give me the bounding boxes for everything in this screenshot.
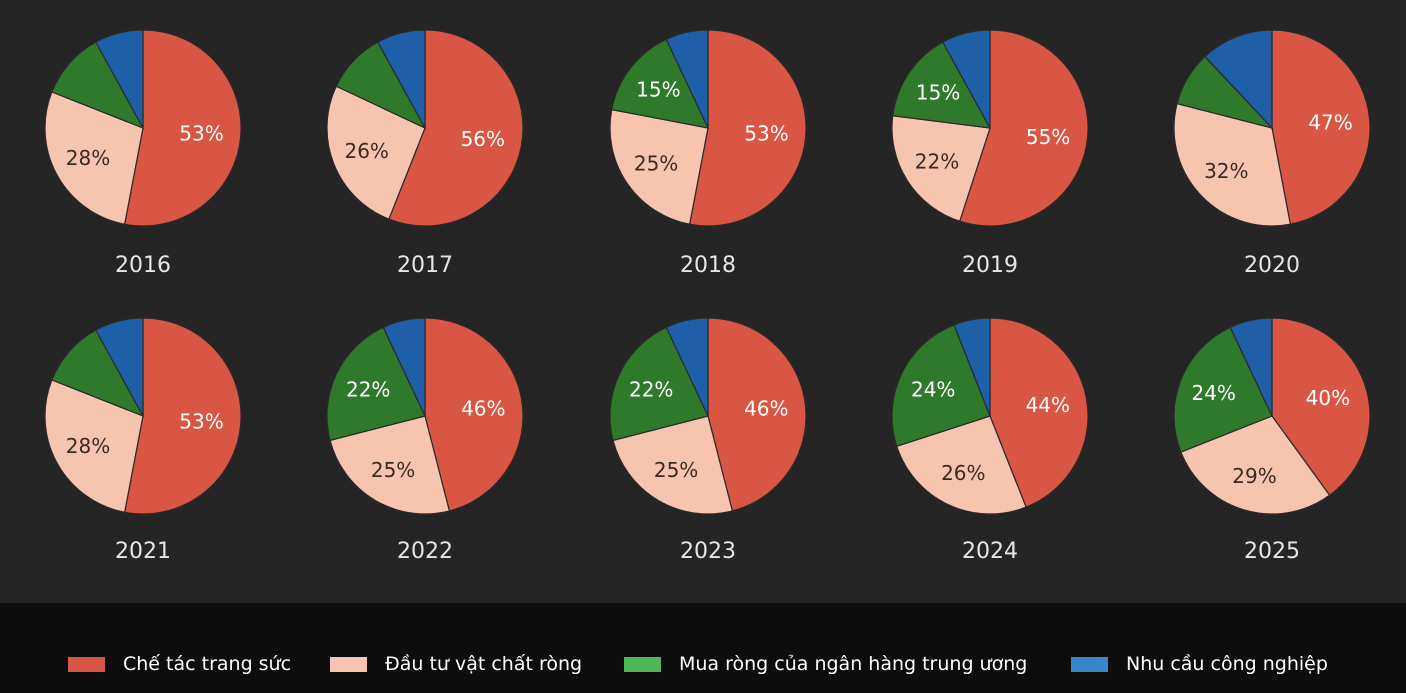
data-label-2017-physical-investment: 26% xyxy=(344,139,388,163)
pie-2017: 56% 26% 2017 xyxy=(327,30,523,278)
legend-label-jewelry: Chế tác trang sức xyxy=(123,653,291,675)
data-label-2023-central-bank: 22% xyxy=(629,377,673,401)
year-label-2017: 2017 xyxy=(397,253,453,278)
year-label-2024: 2024 xyxy=(962,539,1018,564)
legend-label-industrial: Nhu cầu công nghiệp xyxy=(1126,653,1328,675)
pie-2018: 53% 25% 15% 2018 xyxy=(610,30,806,278)
data-label-2023-physical-investment: 25% xyxy=(654,458,698,482)
legend-item-physical-investment[interactable]: Đầu tư vật chất ròng xyxy=(330,653,582,675)
data-label-2024-jewelry: 44% xyxy=(1026,393,1070,417)
pie-2023: 46% 25% 22% 2023 xyxy=(610,318,806,564)
data-label-2019-jewelry: 55% xyxy=(1026,125,1070,149)
legend-label-physical-investment: Đầu tư vật chất ròng xyxy=(385,653,582,675)
data-label-2019-central-bank: 15% xyxy=(916,81,960,105)
data-label-2022-central-bank: 22% xyxy=(346,377,390,401)
legend-swatch-jewelry xyxy=(68,657,105,672)
data-label-2023-jewelry: 46% xyxy=(744,397,788,421)
pie-2024: 44% 26% 24% 2024 xyxy=(892,318,1088,564)
pie-charts-grid: 53% 28% 2016 56% 26% 2017 53% 25% 15% 2018 55% 22% 1… xyxy=(0,0,1406,603)
year-label-2020: 2020 xyxy=(1244,253,1300,278)
data-label-2020-physical-investment: 32% xyxy=(1204,159,1248,183)
data-label-2016-jewelry: 53% xyxy=(179,122,223,146)
data-label-2018-physical-investment: 25% xyxy=(634,151,678,175)
data-label-2024-physical-investment: 26% xyxy=(941,461,985,485)
chart-area: 53% 28% 2016 56% 26% 2017 53% 25% 15% 2018 55% 22% 1… xyxy=(0,0,1406,603)
legend-swatch-physical-investment xyxy=(330,657,367,672)
year-label-2023: 2023 xyxy=(680,539,736,564)
legend-swatch-industrial xyxy=(1071,657,1108,672)
pie-2019: 55% 22% 15% 2019 xyxy=(892,30,1088,278)
data-label-2017-jewelry: 56% xyxy=(461,127,505,151)
data-label-2024-central-bank: 24% xyxy=(911,377,955,401)
legend-label-central-bank: Mua ròng của ngân hàng trung ương xyxy=(679,653,1027,675)
data-label-2021-jewelry: 53% xyxy=(179,410,223,434)
year-label-2022: 2022 xyxy=(397,539,453,564)
data-label-2019-physical-investment: 22% xyxy=(915,150,959,174)
data-label-2021-physical-investment: 28% xyxy=(66,434,110,458)
pie-2022: 46% 25% 22% 2022 xyxy=(327,318,523,564)
legend-item-jewelry[interactable]: Chế tác trang sức xyxy=(68,653,291,675)
pie-2021: 53% 28% 2021 xyxy=(45,318,241,564)
data-label-2025-physical-investment: 29% xyxy=(1232,464,1276,488)
legend-item-industrial[interactable]: Nhu cầu công nghiệp xyxy=(1071,653,1328,675)
legend-swatch-central-bank xyxy=(624,657,661,672)
legend-item-central-bank[interactable]: Mua ròng của ngân hàng trung ương xyxy=(624,653,1027,675)
pie-2025: 40% 29% 24% 2025 xyxy=(1174,318,1370,564)
year-label-2025: 2025 xyxy=(1244,539,1300,564)
year-label-2018: 2018 xyxy=(680,253,736,278)
pie-2016: 53% 28% 2016 xyxy=(45,30,241,278)
data-label-2018-jewelry: 53% xyxy=(744,122,788,146)
chart-legend: Chế tác trang sức Đầu tư vật chất ròng M… xyxy=(0,603,1406,693)
year-label-2019: 2019 xyxy=(962,253,1018,278)
year-label-2021: 2021 xyxy=(115,539,171,564)
data-label-2016-physical-investment: 28% xyxy=(66,146,110,170)
data-label-2020-jewelry: 47% xyxy=(1308,111,1352,135)
pie-2020: 47% 32% 2020 xyxy=(1174,30,1370,278)
data-label-2025-central-bank: 24% xyxy=(1191,381,1235,405)
year-label-2016: 2016 xyxy=(115,253,171,278)
data-label-2022-physical-investment: 25% xyxy=(371,458,415,482)
data-label-2022-jewelry: 46% xyxy=(461,397,505,421)
data-label-2018-central-bank: 15% xyxy=(636,78,680,102)
data-label-2025-jewelry: 40% xyxy=(1306,386,1350,410)
